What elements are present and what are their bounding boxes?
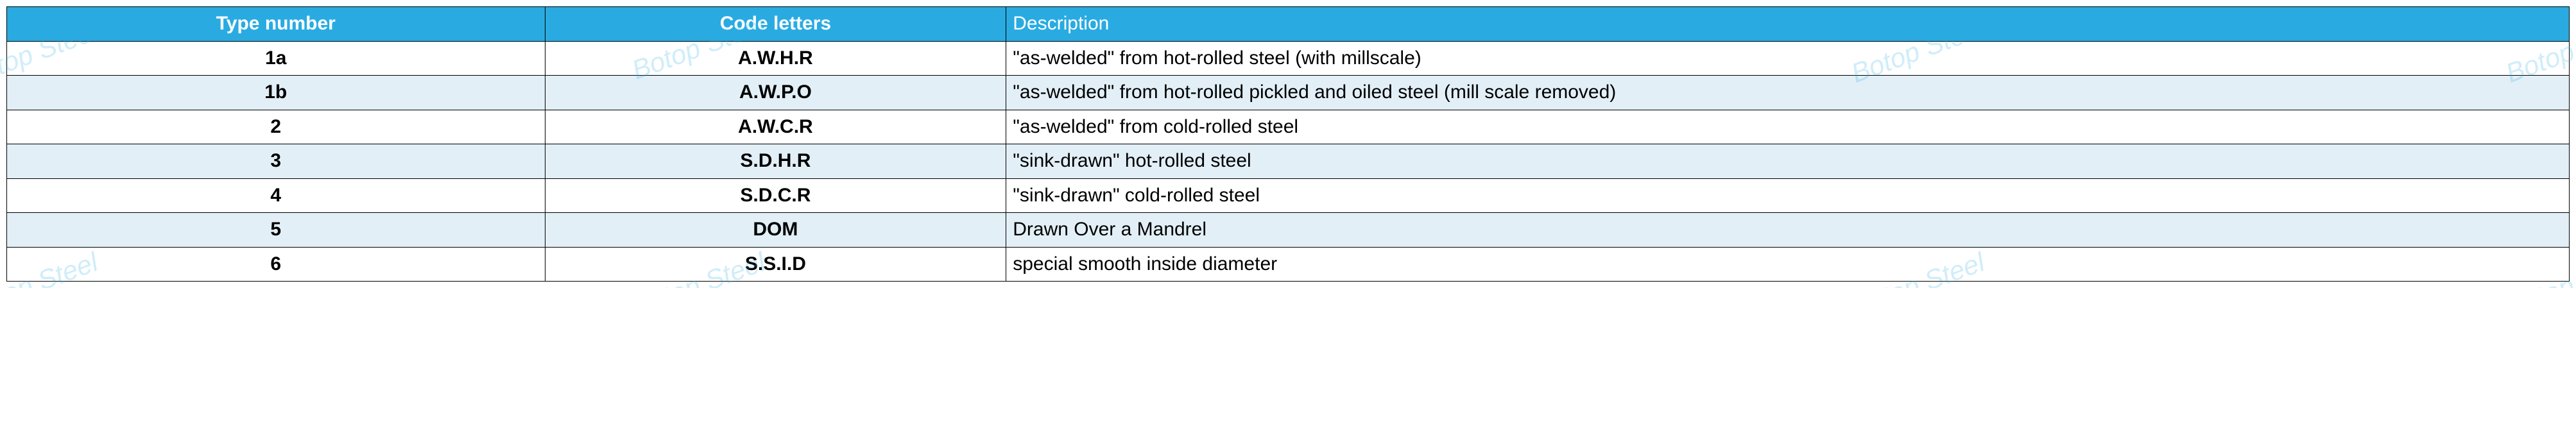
table-row: 4 S.D.C.R "sink-drawn" cold-rolled steel [7,178,2570,213]
cell-code: A.W.C.R [545,110,1006,144]
cell-code: A.W.H.R [545,41,1006,76]
cell-desc: "as-welded" from hot-rolled steel (with … [1006,41,2570,76]
cell-type: 5 [7,213,545,248]
header-type: Type number [7,7,545,42]
cell-type: 2 [7,110,545,144]
header-row: Type number Code letters Description [7,7,2570,42]
cell-code: S.D.H.R [545,144,1006,179]
table-row: 1b A.W.P.O "as-welded" from hot-rolled p… [7,76,2570,110]
cell-code: DOM [545,213,1006,248]
table-row: 3 S.D.H.R "sink-drawn" hot-rolled steel [7,144,2570,179]
table-row: 2 A.W.C.R "as-welded" from cold-rolled s… [7,110,2570,144]
cell-type: 1b [7,76,545,110]
header-desc: Description [1006,7,2570,42]
cell-desc: "sink-drawn" hot-rolled steel [1006,144,2570,179]
table-body: 1a A.W.H.R "as-welded" from hot-rolled s… [7,41,2570,282]
table-row: 1a A.W.H.R "as-welded" from hot-rolled s… [7,41,2570,76]
table-row: 6 S.S.I.D special smooth inside diameter [7,247,2570,282]
cell-desc: "sink-drawn" cold-rolled steel [1006,178,2570,213]
cell-type: 3 [7,144,545,179]
cell-code: S.D.C.R [545,178,1006,213]
table-row: 5 DOM Drawn Over a Mandrel [7,213,2570,248]
cell-code: A.W.P.O [545,76,1006,110]
cell-type: 6 [7,247,545,282]
cell-type: 1a [7,41,545,76]
cell-desc: special smooth inside diameter [1006,247,2570,282]
cell-desc: Drawn Over a Mandrel [1006,213,2570,248]
spec-table: Type number Code letters Description 1a … [6,6,2570,282]
cell-type: 4 [7,178,545,213]
cell-desc: "as-welded" from hot-rolled pickled and … [1006,76,2570,110]
header-code: Code letters [545,7,1006,42]
cell-code: S.S.I.D [545,247,1006,282]
cell-desc: "as-welded" from cold-rolled steel [1006,110,2570,144]
